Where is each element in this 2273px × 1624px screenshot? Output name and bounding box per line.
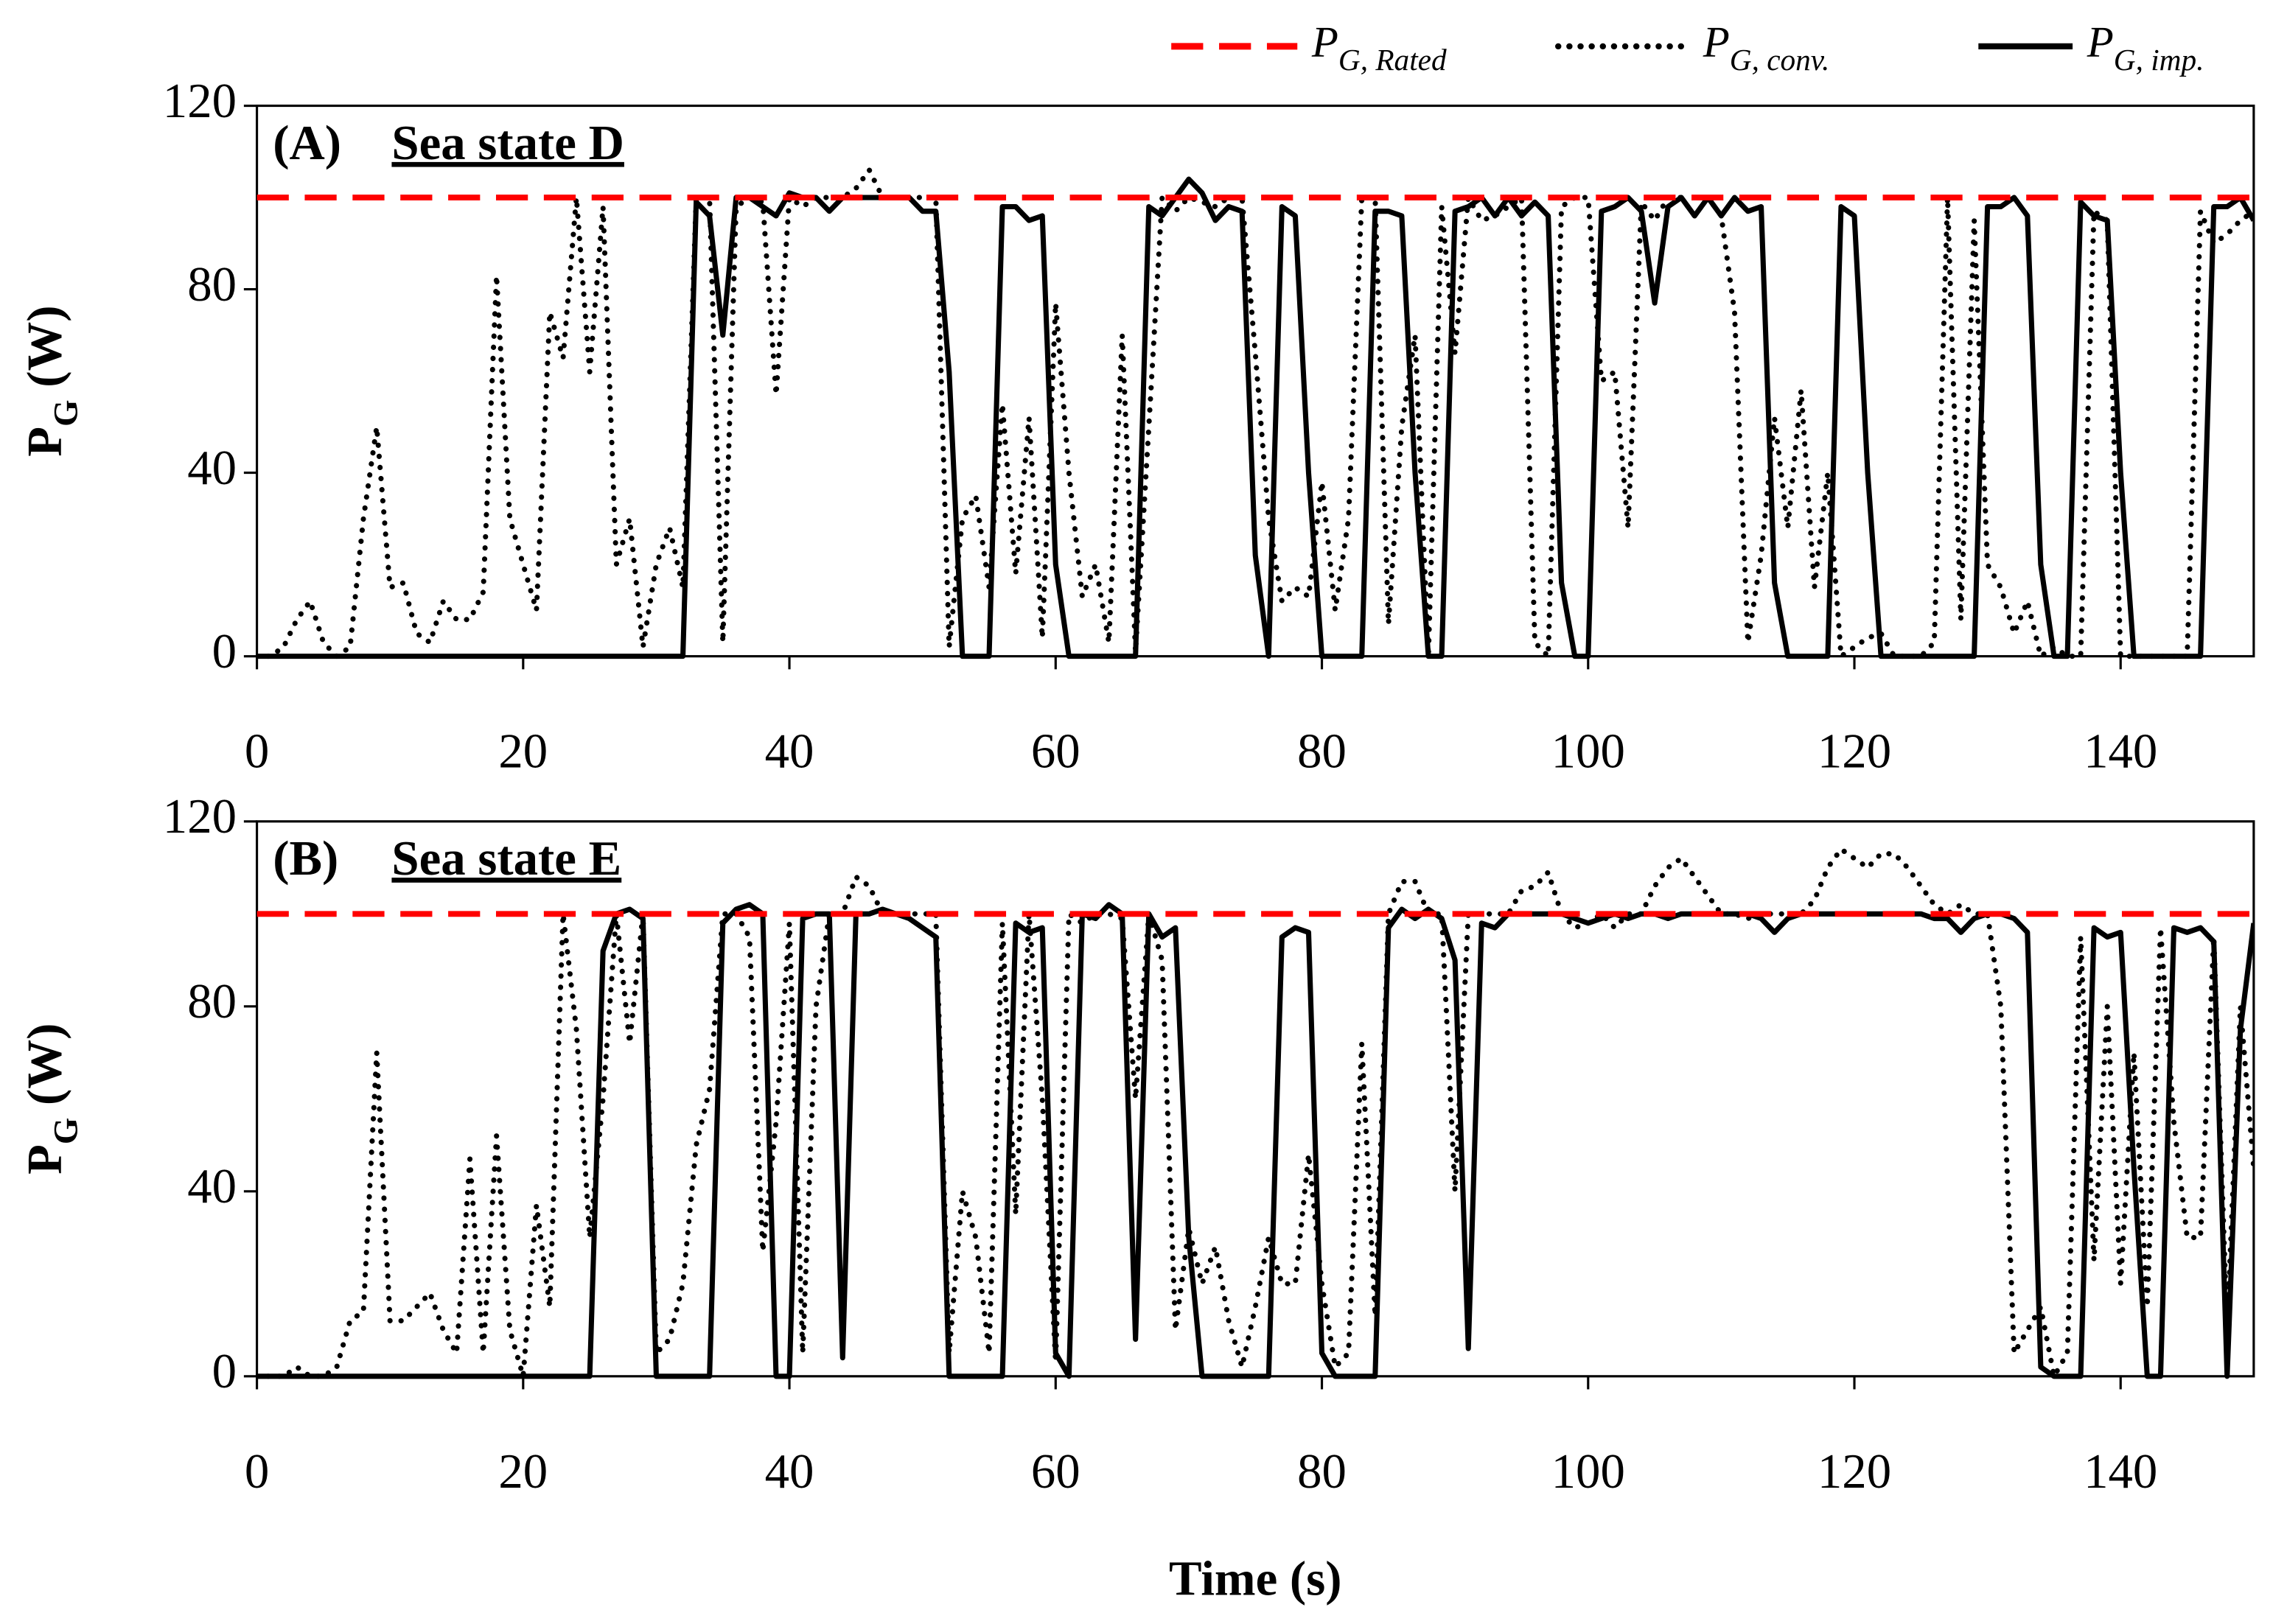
panel-title: Sea state E: [391, 831, 621, 886]
plot-frame: [256, 104, 2255, 658]
x-tick-label: 60: [1031, 724, 1080, 779]
x-axis-label: Time (s): [1169, 1551, 1341, 1606]
y-tick-label: 0: [212, 624, 237, 679]
x-tick-label: 100: [1551, 724, 1625, 779]
x-tick-label: 100: [1551, 1444, 1625, 1499]
y-tick-label: 80: [187, 974, 237, 1029]
x-tick-label: 0: [245, 724, 269, 779]
panel-label: (B): [273, 831, 338, 886]
panel-title: Sea state D: [391, 116, 624, 170]
x-tick-label: 40: [765, 724, 814, 779]
legend-label: PG, conv.: [1703, 17, 1830, 77]
x-tick-label: 120: [1818, 724, 1891, 779]
x-tick-label: 40: [765, 1444, 814, 1499]
y-axis-label: PG (W): [18, 1023, 85, 1175]
legend-label: PG, imp.: [2087, 17, 2204, 77]
x-tick-label: 0: [245, 1444, 269, 1499]
series-line: [256, 846, 2254, 1379]
x-tick-label: 140: [2084, 724, 2157, 779]
series-line: [256, 167, 2254, 659]
series-line: [256, 902, 2254, 1379]
y-tick-label: 0: [212, 1344, 237, 1399]
y-tick-label: 40: [187, 441, 237, 495]
y-tick-label: 120: [163, 789, 237, 844]
panel-label: (A): [273, 116, 341, 170]
y-tick-label: 80: [187, 257, 237, 312]
series-line: [256, 176, 2254, 659]
x-tick-label: 80: [1297, 724, 1347, 779]
legend-label: PG, Rated: [1311, 17, 1447, 77]
x-tick-label: 80: [1297, 1444, 1347, 1499]
y-axis-label: PG (W): [18, 305, 85, 456]
x-tick-label: 120: [1818, 1444, 1891, 1499]
y-tick-label: 120: [163, 74, 237, 128]
x-tick-label: 20: [498, 1444, 548, 1499]
y-tick-label: 40: [187, 1159, 237, 1214]
x-tick-label: 60: [1031, 1444, 1080, 1499]
x-tick-label: 20: [498, 724, 548, 779]
x-tick-label: 140: [2084, 1444, 2157, 1499]
